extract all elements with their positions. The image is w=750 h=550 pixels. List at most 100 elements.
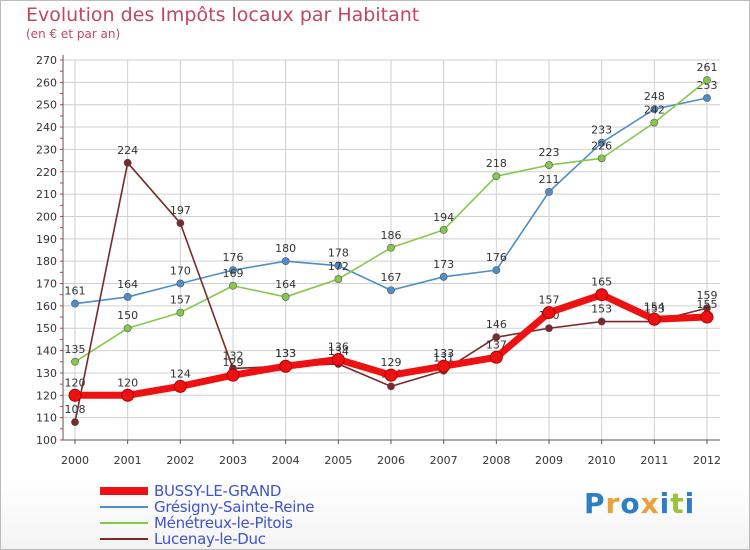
data-point xyxy=(173,379,187,393)
data-point xyxy=(331,353,345,367)
logo-letter: P xyxy=(584,487,606,520)
legend-label: Ménétreux-le-Pitois xyxy=(154,514,293,532)
data-label: 170 xyxy=(170,265,191,278)
data-label: 161 xyxy=(65,285,86,298)
data-label: 133 xyxy=(275,347,296,360)
data-point xyxy=(439,272,448,281)
x-tick-label: 2009 xyxy=(535,454,563,467)
data-label: 133 xyxy=(433,347,454,360)
data-point xyxy=(387,286,395,295)
logo-letter: x xyxy=(640,487,660,520)
y-tick-label: 120 xyxy=(36,389,57,402)
chart-title: Evolution des Impôts locaux par Habitant xyxy=(26,4,420,26)
x-tick-label: 2008 xyxy=(482,454,510,467)
legend-swatch xyxy=(100,506,148,508)
x-tick-label: 2012 xyxy=(693,454,721,467)
data-label: 186 xyxy=(381,229,402,242)
data-label: 164 xyxy=(275,278,296,291)
data-point xyxy=(545,161,553,169)
chart-subtitle: (en € et par an) xyxy=(26,27,121,41)
x-tick-label: 2005 xyxy=(324,454,352,467)
y-tick-label: 200 xyxy=(36,210,57,223)
data-label: 135 xyxy=(65,343,86,356)
x-tick-label: 2007 xyxy=(430,454,458,467)
legend-swatch xyxy=(100,487,148,495)
y-tick-label: 180 xyxy=(36,255,57,268)
data-label: 155 xyxy=(697,298,718,311)
x-tick-label: 2003 xyxy=(219,454,247,467)
data-point xyxy=(71,299,79,308)
data-label: 133 xyxy=(275,347,296,360)
y-tick-label: 100 xyxy=(36,434,57,447)
y-tick-label: 250 xyxy=(36,99,57,112)
y-tick-label: 140 xyxy=(36,345,57,358)
x-tick-label: 2000 xyxy=(61,454,89,467)
data-point xyxy=(595,288,609,302)
data-label: 150 xyxy=(117,309,138,322)
legend-label: BUSSY-LE-GRAND xyxy=(154,482,282,500)
data-point xyxy=(387,243,395,252)
data-label: 157 xyxy=(170,294,191,307)
data-point xyxy=(229,266,237,275)
data-label: 120 xyxy=(117,376,138,389)
data-point xyxy=(226,368,240,382)
data-label: 131 xyxy=(433,352,454,365)
y-tick-label: 220 xyxy=(36,166,57,179)
logo-letter: t xyxy=(670,487,685,520)
data-label: 176 xyxy=(486,251,507,264)
data-point xyxy=(492,266,501,275)
data-label: 167 xyxy=(381,271,402,284)
data-point xyxy=(334,261,343,270)
y-tick-label: 130 xyxy=(36,367,57,380)
data-point xyxy=(387,382,395,391)
data-label: 153 xyxy=(644,303,665,316)
data-label: 178 xyxy=(328,247,349,260)
x-tick-label: 2011 xyxy=(640,454,668,467)
legend-label: Grésigny-Sainte-Reine xyxy=(154,498,315,516)
data-point xyxy=(650,118,659,127)
data-point xyxy=(545,324,553,333)
data-label: 108 xyxy=(65,403,86,416)
data-point xyxy=(647,312,661,326)
data-label: 165 xyxy=(591,276,612,289)
data-label: 132 xyxy=(223,349,244,362)
data-label: 180 xyxy=(275,242,296,255)
data-label: 153 xyxy=(591,303,612,316)
y-tick-label: 110 xyxy=(36,412,57,425)
data-label: 164 xyxy=(117,278,138,291)
data-point xyxy=(597,138,606,147)
data-point xyxy=(68,388,82,402)
data-label: 224 xyxy=(117,144,138,157)
data-label: 124 xyxy=(170,367,191,380)
y-tick-label: 240 xyxy=(36,121,57,134)
data-point xyxy=(334,275,343,283)
legend-swatch xyxy=(100,522,148,524)
data-label: 211 xyxy=(539,173,560,186)
proxiti-logo: Proxiti xyxy=(584,487,695,520)
data-point xyxy=(123,158,132,167)
data-label: 172 xyxy=(328,260,349,273)
data-label: 159 xyxy=(697,289,718,302)
data-point xyxy=(492,333,501,342)
data-point xyxy=(439,225,448,234)
data-label: 233 xyxy=(591,124,612,137)
data-point xyxy=(123,293,132,301)
data-label: 194 xyxy=(433,211,454,224)
data-label: 154 xyxy=(644,300,665,313)
data-label: 136 xyxy=(328,341,349,354)
data-label: 242 xyxy=(644,104,665,117)
data-label: 261 xyxy=(697,61,718,74)
data-label: 129 xyxy=(381,356,402,369)
data-point xyxy=(703,76,711,85)
data-label: 197 xyxy=(170,204,191,217)
y-tick-label: 270 xyxy=(36,54,57,67)
data-label: 137 xyxy=(486,338,507,351)
data-point xyxy=(71,357,79,366)
x-tick-label: 2010 xyxy=(588,454,616,467)
y-tick-label: 210 xyxy=(36,188,57,201)
x-tick-label: 2004 xyxy=(272,454,300,467)
data-point xyxy=(542,306,556,320)
data-point xyxy=(703,94,711,102)
